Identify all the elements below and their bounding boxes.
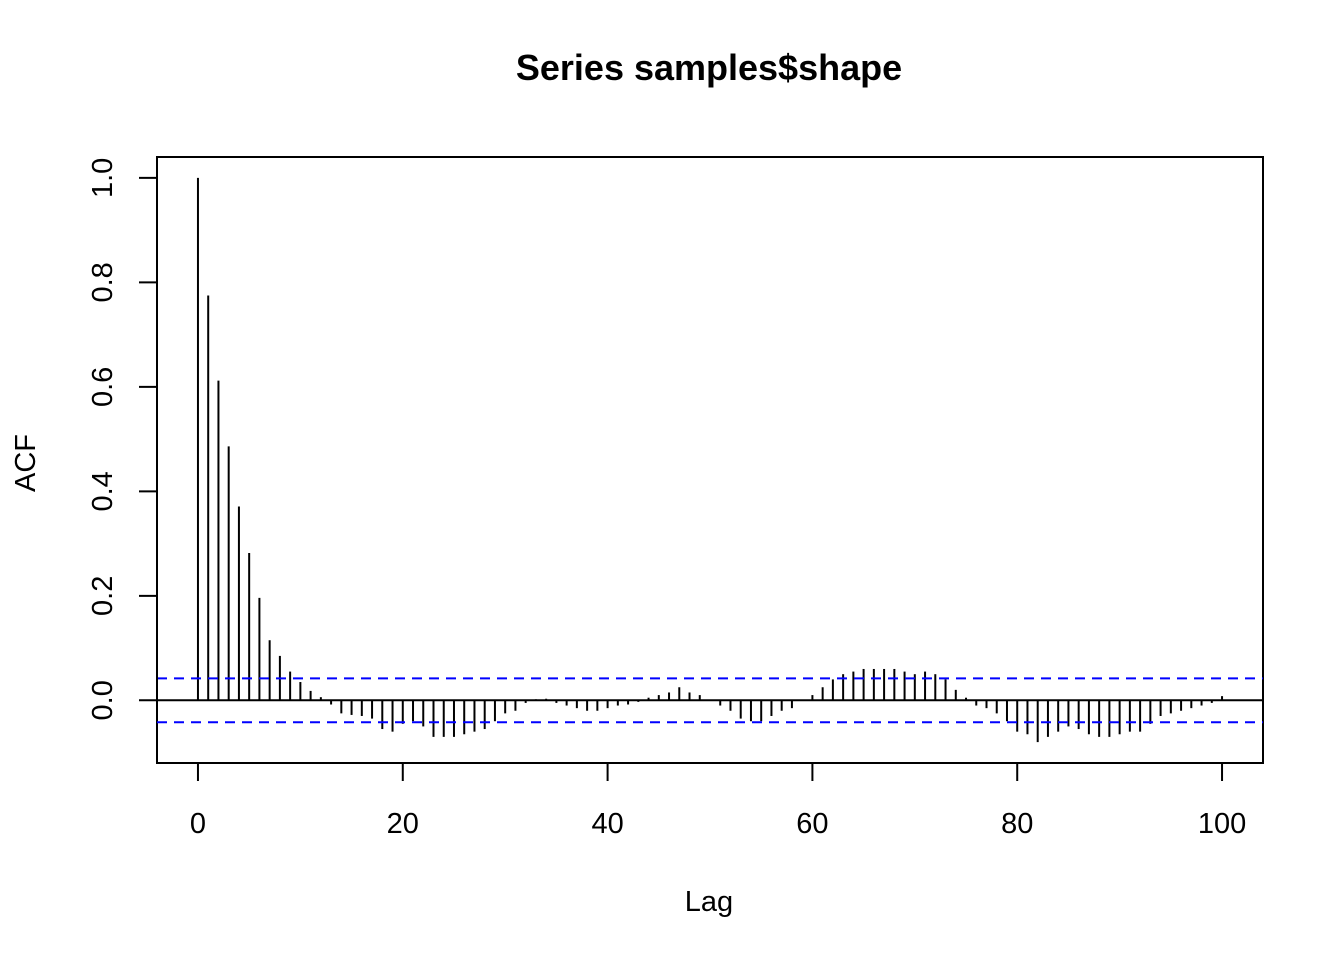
acf-bars — [196, 177, 1224, 743]
y-tick-label-0.6: 0.6 — [87, 367, 119, 407]
y-tick-label-0.4: 0.4 — [87, 471, 119, 511]
x-tick-label-40: 40 — [591, 808, 623, 840]
chart-title: Series samples$shape — [516, 47, 902, 88]
y-tick-label-0.2: 0.2 — [87, 576, 119, 616]
x-tick-label-20: 20 — [387, 808, 419, 840]
reference-lines — [157, 677, 1263, 724]
x-tick-label-80: 80 — [1001, 808, 1033, 840]
x-tick-label-0: 0 — [190, 808, 206, 840]
x-axis-label: Lag — [685, 886, 733, 918]
y-axis: 0.0 0.2 0.4 0.6 0.8 1.0 — [87, 158, 158, 720]
plot-frame — [156, 156, 1264, 764]
x-tick-label-60: 60 — [796, 808, 828, 840]
y-tick-label-1.0: 1.0 — [87, 158, 119, 198]
x-tick-label-100: 100 — [1198, 808, 1246, 840]
y-tick-label-0.8: 0.8 — [87, 262, 119, 302]
y-axis-label: ACF — [10, 434, 42, 492]
y-tick-label-0.0: 0.0 — [87, 680, 119, 720]
x-axis: 0 20 40 60 80 100 — [190, 762, 1246, 840]
